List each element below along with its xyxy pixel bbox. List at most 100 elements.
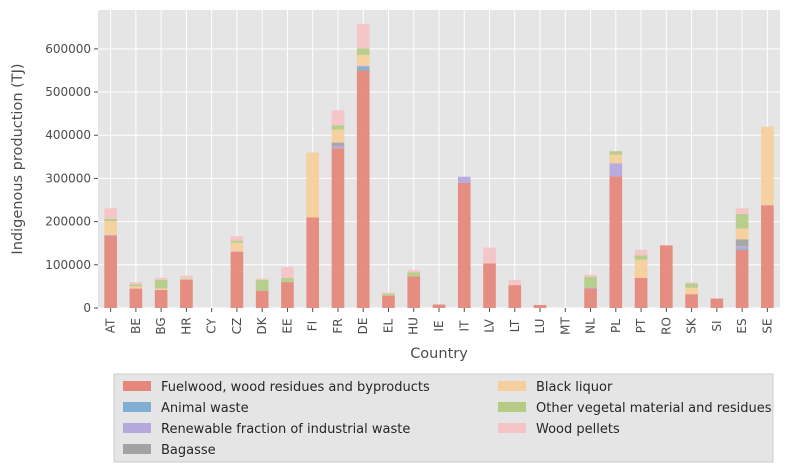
legend-label-s2: Renewable fraction of industrial waste	[161, 422, 410, 437]
x-tick-label-pl: PL	[609, 319, 623, 333]
bar-segment-cz-s6	[230, 236, 244, 241]
x-tick-label-fr: FR	[331, 318, 345, 333]
bar-segment-pl-s4	[609, 154, 623, 164]
bar-segment-fr-s6	[331, 110, 345, 126]
x-tick-label-es: ES	[735, 318, 749, 333]
legend-label-s1: Animal waste	[161, 401, 249, 416]
x-tick-label-mt: MT	[558, 316, 572, 334]
bar-segment-es-s4	[735, 228, 749, 240]
bar-segment-lu-s0	[533, 304, 547, 308]
x-tick-label-lt: LT	[508, 319, 522, 332]
bar-segment-de-s1	[356, 67, 370, 71]
bar-segment-hu-s0	[407, 276, 421, 308]
bar-segment-ee-s0	[281, 282, 294, 308]
legend-label-s0: Fuelwood, wood residues and byproducts	[161, 380, 430, 395]
bar-segment-fr-s4	[331, 129, 345, 143]
bar-segment-sk-s4	[685, 287, 698, 295]
bar-segment-nl-s0	[584, 288, 597, 308]
bar-segment-de-s6	[356, 23, 370, 49]
bar-segment-cz-s4	[230, 242, 244, 252]
bar-segment-el-s6	[382, 292, 395, 294]
bar-segment-fr-s3	[331, 142, 345, 147]
legend: Fuelwood, wood residues and byproducts An…	[113, 373, 774, 463]
x-tick-label-si: SI	[710, 320, 724, 331]
x-tick-label-bg: BG	[154, 317, 168, 334]
bar-segment-sk-s5	[685, 283, 698, 288]
bar-segment-at-s4	[104, 221, 117, 236]
bar-segment-it-s0	[457, 182, 471, 308]
x-tick-label-nl: NL	[584, 318, 598, 334]
legend-swatch-s4	[498, 381, 526, 391]
y-tick-label: 200000	[45, 215, 91, 229]
legend-swatch-s3	[123, 444, 151, 454]
bar-segment-es-s5	[735, 213, 749, 229]
y-axis-label: Indigenous production (TJ)	[10, 63, 26, 254]
bar-segment-bg-s0	[154, 289, 168, 308]
bar-segment-hu-s5	[407, 272, 421, 277]
bar-segment-sk-s0	[685, 294, 698, 308]
bar-segment-de-s4	[356, 54, 370, 66]
bar-segment-ro-s0	[660, 245, 673, 308]
bar-segment-fr-s0	[331, 148, 345, 308]
x-tick-label-dk: DK	[255, 316, 269, 334]
x-tick-label-fi: FI	[306, 321, 320, 331]
bar-segment-pt-s4	[634, 259, 648, 278]
bar-segment-el-s0	[382, 295, 395, 308]
bar-segment-nl-s2	[584, 287, 597, 289]
bar-segment-cz-s0	[230, 251, 244, 308]
x-tick-label-cz: CZ	[230, 318, 244, 335]
bar-segment-de-s2	[356, 65, 370, 68]
bar-segment-de-s5	[356, 48, 370, 55]
x-axis-label: Country	[410, 346, 468, 362]
x-tick-label-it: IT	[457, 320, 471, 332]
bar-segment-lv-s0	[483, 263, 496, 308]
legend-label-s3: Bagasse	[161, 443, 216, 458]
bar-segment-si-s0	[710, 298, 724, 308]
x-tick-label-lv: LV	[483, 318, 497, 332]
bar-segment-dk-s6	[255, 278, 269, 280]
legend-swatch-s0	[123, 381, 151, 391]
bar-segment-at-s2	[104, 235, 117, 236]
bar-segment-lt-s6	[508, 279, 522, 286]
bar-segment-es-s0	[735, 249, 749, 308]
bar-segment-es-s6	[735, 208, 749, 214]
bar-segment-hr-s5	[180, 279, 193, 280]
bar-segment-fi-s0	[306, 217, 320, 308]
bar-segment-it-s2	[457, 176, 471, 183]
x-tick-label-at: AT	[104, 318, 118, 333]
bar-segment-ee-s6	[281, 266, 294, 278]
x-tick-label-lu: LU	[533, 319, 547, 334]
x-tick-label-ee: EE	[280, 318, 294, 333]
y-tick-label: 100000	[45, 258, 91, 272]
bar-segment-pt-s6	[634, 249, 648, 256]
bar-segment-dk-s0	[255, 290, 269, 308]
bar-segment-be-s6	[129, 282, 143, 285]
bar-segment-lt-s0	[508, 285, 522, 308]
legend-box	[113, 373, 774, 463]
legend-label-s4: Black liquor	[536, 380, 613, 395]
legend-swatch-s1	[123, 402, 151, 412]
y-tick-label: 0	[83, 301, 91, 315]
bar-segment-at-s5	[104, 219, 117, 222]
legend-swatch-s6	[498, 423, 526, 433]
bar-segment-pl-s2	[609, 163, 623, 177]
bar-segment-nl-s5	[584, 276, 597, 288]
bar-segment-bg-s4	[154, 288, 168, 290]
x-tick-label-de: DE	[356, 318, 370, 335]
x-tick-label-sk: SK	[685, 317, 699, 334]
y-tick-label: 600000	[45, 42, 91, 56]
x-tick-label-hu: HU	[407, 317, 421, 335]
legend-swatch-s5	[498, 402, 526, 412]
bar-segment-cz-s5	[230, 240, 244, 243]
bar-segment-de-s0	[356, 70, 370, 308]
bar-segment-bg-s5	[154, 279, 168, 289]
bar-segment-sk-s6	[685, 282, 698, 284]
bar-segment-fr-s5	[331, 125, 345, 130]
bar-segment-lv-s6	[483, 247, 496, 264]
bar-segment-pt-s0	[634, 277, 648, 308]
x-tick-label-ro: RO	[659, 317, 673, 335]
legend-label-s6: Wood pellets	[536, 422, 620, 437]
bar-segment-be-s5	[129, 284, 143, 287]
y-tick-label: 500000	[45, 85, 91, 99]
